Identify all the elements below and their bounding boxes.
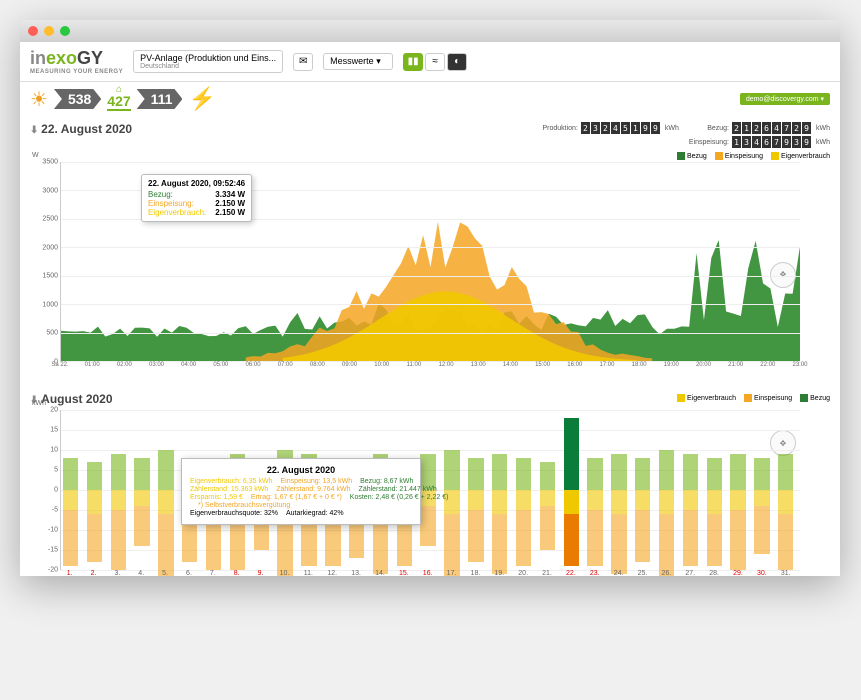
chart2-legend: EigenverbrauchEinspeisungBezug — [677, 394, 830, 402]
minimize-icon[interactable] — [44, 26, 54, 36]
moon-icon[interactable]: ◐ — [447, 53, 467, 71]
sun-icon: ☀ — [30, 87, 48, 112]
chart1-title: 22. August 2020 — [30, 122, 132, 136]
chart2-xaxis: 1.2.3.4.5.6.7.8.9.10.11.12.13.14.15.16.1… — [60, 570, 800, 576]
pylon-icon: ⚡ — [188, 86, 215, 112]
chart1-area[interactable]: ✥ 22. August 2020, 09:52:46Bezug:3.334 W… — [60, 162, 800, 362]
chart1-legend: BezugEinspeisungEigenverbrauch — [30, 152, 830, 160]
header: inexoGY MEASURING YOUR ENERGY PV-Anlage … — [20, 42, 840, 82]
einsp-counter: 13467939 — [732, 136, 811, 148]
counters: Produktion: 23245199 kWh Bezug: 21264729… — [542, 122, 830, 148]
chart1-section: 22. August 2020 Produktion: 23245199 kWh… — [20, 116, 840, 368]
chart1-xaxis: Sa 22.01:0002:0003:0004:0005:0006:0007:0… — [60, 362, 800, 374]
wave-icon[interactable]: ≈ — [425, 53, 445, 71]
plant-dropdown[interactable]: PV-Anlage (Produktion und Eins... Deutsc… — [133, 50, 283, 73]
y-axis-unit-2: kWh — [32, 400, 46, 407]
y-axis-unit: W — [32, 152, 39, 159]
house-stat: ⌂ 427 — [107, 87, 130, 111]
chart-type-group: ▮▮ ≈ ◐ — [403, 53, 467, 71]
maximize-icon[interactable] — [60, 26, 70, 36]
logo: inexoGY MEASURING YOUR ENERGY — [30, 48, 123, 75]
close-icon[interactable] — [28, 26, 38, 36]
production-counter: 23245199 — [581, 122, 660, 134]
grid-stat: 111 — [137, 89, 183, 109]
bar-chart-icon[interactable]: ▮▮ — [403, 53, 423, 71]
view-dropdown[interactable]: Messwerte ▾ — [323, 53, 393, 70]
mail-icon[interactable]: ✉ — [293, 53, 313, 71]
chart2-section: August 2020 EigenverbrauchEinspeisungBez… — [20, 386, 840, 576]
chart2-tooltip: 22. August 2020Eigenverbrauch: 6,35 kWhE… — [181, 458, 421, 525]
titlebar — [20, 20, 840, 42]
solar-stat: 538 — [54, 89, 101, 109]
app-window: inexoGY MEASURING YOUR ENERGY PV-Anlage … — [20, 20, 840, 576]
chart2-area[interactable]: ✥ 22. August 2020Eigenverbrauch: 6,35 kW… — [60, 410, 800, 570]
chart1-tooltip: 22. August 2020, 09:52:46Bezug:3.334 WEi… — [141, 174, 252, 222]
logo-tagline: MEASURING YOUR ENERGY — [30, 69, 123, 75]
nav-compass[interactable]: ✥ — [770, 262, 796, 288]
bezug-counter: 21264729 — [732, 122, 811, 134]
chart1-yaxis: 0500100015002000250030003500 — [32, 162, 58, 362]
stats-row: ☀ 538 ⌂ 427 111 ⚡ demo@discovergy.com ▾ — [20, 82, 840, 116]
chart2-yaxis: -20-15-10-505101520 — [32, 410, 58, 570]
user-badge[interactable]: demo@discovergy.com ▾ — [740, 93, 830, 105]
